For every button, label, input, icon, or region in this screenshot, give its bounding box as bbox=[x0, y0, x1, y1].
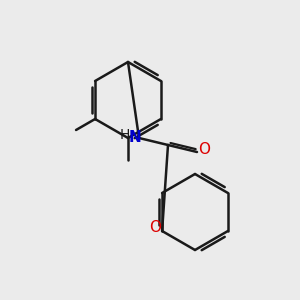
Text: N: N bbox=[129, 130, 141, 146]
Text: H: H bbox=[120, 128, 130, 142]
Text: O: O bbox=[149, 220, 161, 236]
Text: O: O bbox=[198, 142, 210, 158]
